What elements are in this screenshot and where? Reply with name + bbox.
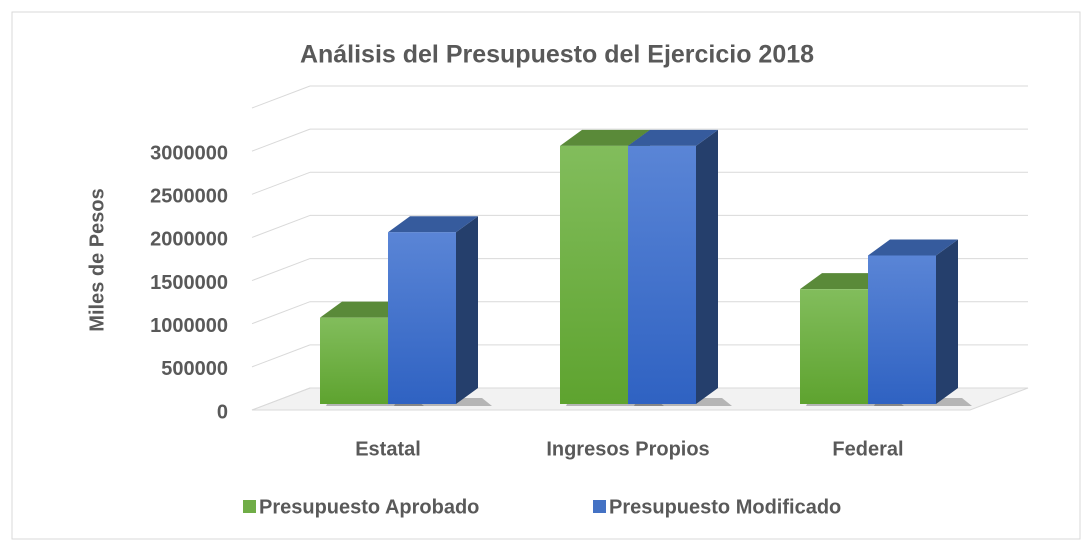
bar — [388, 232, 456, 404]
y-tick-label: 2000000 — [150, 229, 228, 251]
bar — [560, 145, 628, 404]
legend-swatch — [243, 500, 256, 513]
chart-title: Análisis del Presupuesto del Ejercicio 2… — [300, 41, 814, 69]
legend-swatch — [593, 500, 606, 513]
grid-line-side — [251, 214, 311, 238]
y-tick-label: 3000000 — [150, 142, 228, 164]
grid-line-side — [251, 128, 311, 152]
bar-top — [868, 239, 958, 256]
bar-side — [936, 239, 958, 404]
grid-line-side — [251, 301, 311, 325]
bar-top — [320, 301, 410, 318]
y-tick-label: 1000000 — [150, 315, 228, 337]
y-axis-label: Miles de Pesos — [86, 188, 108, 331]
y-tick-label: 2500000 — [150, 186, 228, 208]
grid-line-side — [251, 258, 311, 282]
x-tick-label: Ingresos Propios — [546, 438, 709, 460]
wall-top — [251, 85, 311, 109]
x-tick-label: Estatal — [355, 438, 421, 460]
y-tick-label: 500000 — [161, 358, 228, 380]
bar-top — [628, 129, 718, 146]
legend-label: Presupuesto Modificado — [609, 496, 841, 518]
legend-label: Presupuesto Aprobado — [259, 496, 479, 518]
bar-side — [456, 216, 478, 404]
bar-top — [560, 129, 650, 146]
bar — [628, 145, 696, 404]
grid-line-side — [251, 171, 311, 195]
bar-top — [800, 273, 890, 290]
bar — [868, 255, 936, 404]
bar — [800, 289, 868, 404]
y-tick-label: 0 — [217, 401, 228, 423]
bar-top — [388, 216, 478, 233]
bar — [320, 317, 388, 404]
x-tick-label: Federal — [832, 438, 903, 460]
y-tick-label: 1500000 — [150, 272, 228, 294]
grid-line-side — [251, 387, 311, 411]
bar-side — [696, 129, 718, 404]
grid-line-side — [251, 344, 311, 368]
